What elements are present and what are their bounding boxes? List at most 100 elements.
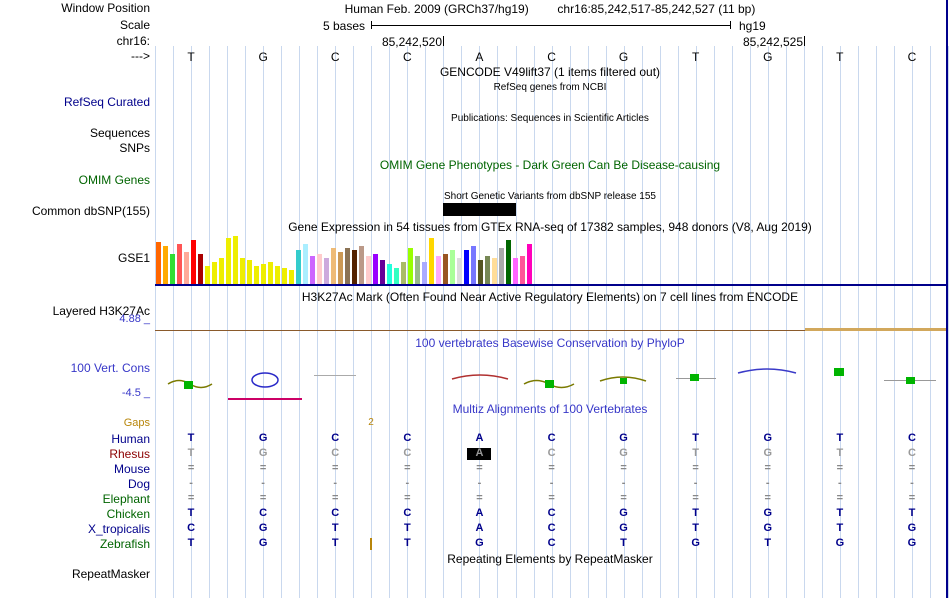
- guideline: [893, 46, 895, 598]
- alignment-letter: -: [838, 477, 842, 489]
- ruler-tick-525: [804, 36, 805, 46]
- alignment-letter: =: [692, 492, 699, 504]
- alignment-letter: =: [692, 462, 699, 474]
- gtex-expression-bar: [184, 252, 189, 284]
- gtex-expression-bar: [408, 248, 413, 284]
- track-label-sequences[interactable]: Sequences: [89, 126, 150, 140]
- alignment-letter: =: [764, 462, 771, 474]
- alignment-letter: -: [333, 477, 338, 489]
- window-position-label: Window Position: [61, 1, 150, 15]
- alignment-letter: C: [331, 507, 340, 519]
- track-label-refseq-curated[interactable]: RefSeq Curated: [63, 95, 150, 109]
- alignment-letter: =: [836, 462, 844, 474]
- gtex-expression-bar: [282, 268, 287, 284]
- guideline: [713, 46, 715, 598]
- guideline: [371, 46, 373, 598]
- alignment-letter: G: [763, 507, 773, 519]
- alignment-letter: T: [187, 432, 195, 444]
- species-label-zebrafish[interactable]: Zebrafish: [99, 537, 150, 551]
- guideline: [281, 46, 283, 598]
- gtex-expression-bar: [261, 264, 266, 284]
- species-label-elephant[interactable]: Elephant: [102, 492, 150, 506]
- alignment-letter: C: [403, 432, 412, 444]
- track-label-common-dbsnp[interactable]: Common dbSNP(155): [31, 204, 150, 218]
- h3k27ac-signal-segment: [805, 328, 948, 331]
- gtex-expression-bar: [338, 252, 343, 284]
- dbsnp-variant-box[interactable]: [443, 203, 516, 216]
- guideline: [857, 46, 859, 598]
- gtex-expression-bar: [240, 258, 245, 284]
- alignment-letter: G: [835, 537, 845, 549]
- guideline: [569, 46, 571, 598]
- track-label-h3k27ac[interactable]: Layered H3K27Ac: [52, 304, 150, 318]
- track-label-snps[interactable]: SNPs: [119, 141, 150, 155]
- species-label-chicken[interactable]: Chicken: [106, 507, 150, 521]
- alignment-letter: C: [403, 447, 412, 459]
- species-label-x_tropicalis[interactable]: X_tropicalis: [87, 522, 150, 536]
- alignment-letter: G: [763, 432, 773, 444]
- alignment-letter: G: [475, 537, 484, 549]
- alignment-letter: T: [187, 537, 195, 549]
- species-label-mouse[interactable]: Mouse: [113, 462, 150, 476]
- alignment-letter: =: [187, 462, 195, 474]
- guideline: [443, 46, 445, 598]
- alignment-letter: T: [403, 537, 411, 549]
- guideline: [425, 46, 427, 598]
- alignment-letter: C: [547, 522, 556, 534]
- alignment-letter: C: [547, 507, 556, 519]
- guideline: [317, 46, 319, 598]
- guideline: [695, 46, 697, 598]
- gtex-expression-bar: [345, 248, 350, 284]
- h3k27ac-baseline: [155, 330, 948, 331]
- guideline: [551, 46, 553, 598]
- base-letter: G: [258, 50, 268, 64]
- scale-value: 5 bases: [322, 19, 365, 33]
- track-label-100-vert-cons[interactable]: 100 Vert. Cons: [70, 361, 150, 375]
- gtex-expression-bar: [527, 244, 532, 284]
- base-letter: G: [763, 50, 773, 64]
- alignment-letter: -: [549, 477, 554, 489]
- position-title: chr16:85,242,517-85,242,527 (11 bp): [557, 2, 756, 16]
- alignment-letter: A: [475, 447, 484, 459]
- gtex-expression-bar: [170, 254, 175, 284]
- alignment-letter: T: [836, 507, 844, 519]
- gtex-expression-bar: [247, 260, 252, 284]
- alignment-letter: G: [258, 537, 268, 549]
- track-label-repeatmasker[interactable]: RepeatMasker: [71, 567, 150, 581]
- alignment-letter: A: [475, 507, 484, 519]
- base-letter: A: [475, 50, 484, 64]
- alignment-letter: =: [259, 492, 267, 504]
- gtex-expression-bar: [471, 246, 476, 284]
- species-label-human[interactable]: Human: [111, 432, 150, 446]
- guideline: [677, 46, 679, 598]
- alignment-letter: G: [907, 522, 917, 534]
- track-label-gaps[interactable]: Gaps: [123, 417, 150, 429]
- gtex-expression-bar: [443, 254, 448, 284]
- alignment-letter: -: [189, 477, 193, 489]
- alignment-letter: G: [763, 522, 773, 534]
- track-label-gtex-gene[interactable]: GSE1: [117, 251, 150, 265]
- gtex-expression-bar: [450, 250, 455, 284]
- alignment-letter: -: [765, 477, 770, 489]
- alignment-letter: T: [692, 507, 699, 519]
- alignment-letter: =: [764, 492, 771, 504]
- alignment-letter: =: [620, 492, 627, 504]
- publications-title: Publications: Sequences in Scientific Ar…: [451, 113, 649, 124]
- gtex-expression-bar: [156, 242, 161, 284]
- alignment-letter: A: [475, 522, 484, 534]
- alignment-letter: C: [259, 507, 268, 519]
- species-label-rhesus[interactable]: Rhesus: [109, 447, 150, 461]
- strand-arrow: --->: [131, 49, 150, 63]
- phylop-mark: [690, 374, 699, 381]
- alignment-letter: =: [332, 492, 339, 504]
- guideline: [803, 46, 805, 598]
- gtex-expression-bar: [499, 248, 504, 284]
- scale-bar-line: [371, 25, 731, 26]
- alignment-letter: -: [693, 477, 698, 489]
- alignment-letter: -: [261, 477, 265, 489]
- track-label-omim-genes[interactable]: OMIM Genes: [78, 173, 150, 187]
- alignment-letter: T: [620, 537, 627, 549]
- species-label-dog[interactable]: Dog: [127, 477, 150, 491]
- assembly-title: Human Feb. 2009 (GRCh37/hg19): [344, 2, 529, 16]
